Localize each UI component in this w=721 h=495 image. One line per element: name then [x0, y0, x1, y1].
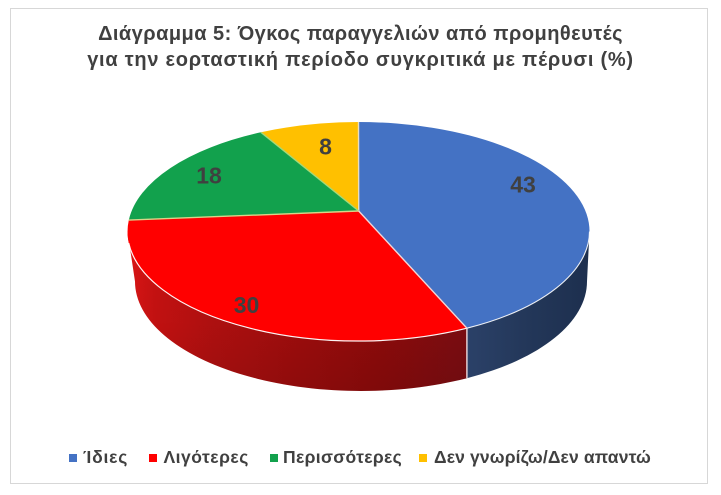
svg-text:18: 18 — [196, 163, 222, 189]
svg-text:8: 8 — [319, 134, 332, 160]
svg-text:43: 43 — [510, 171, 536, 197]
svg-text:30: 30 — [234, 292, 260, 318]
